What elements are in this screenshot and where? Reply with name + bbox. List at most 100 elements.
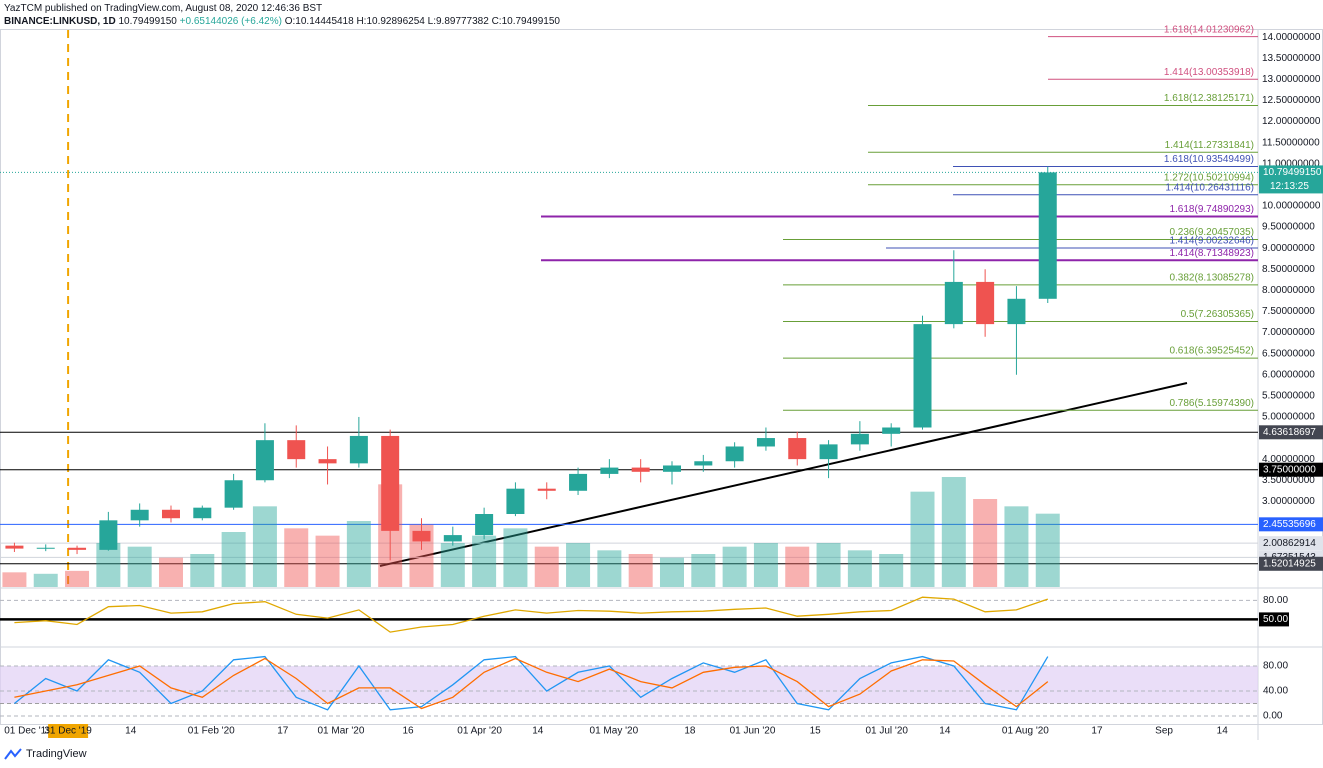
symbol-line: BINANCE:LINKUSD, 1D 10.79499150 +0.65144… (4, 15, 560, 28)
candle-body (850, 433, 869, 445)
candle-body (631, 467, 650, 472)
price-badge (1259, 517, 1323, 532)
candle-body (5, 545, 24, 549)
fib-label: 1.618(12.38125171) (1164, 93, 1254, 104)
candle-body (381, 435, 400, 531)
x-tick-label: 16 (403, 726, 415, 737)
candle-body (412, 530, 431, 542)
price-badge-label: 3.75000000 (1263, 464, 1316, 475)
last-price-badge (1259, 165, 1323, 194)
x-tick-label: 31 Dec '19 (44, 726, 92, 737)
volume-bar (190, 554, 215, 587)
x-tick-label: Sep (1155, 726, 1173, 737)
y-tick-label: 40.00 (1263, 686, 1288, 697)
volume-bar (816, 543, 841, 587)
x-tick-label: 01 Aug '20 (1002, 726, 1049, 737)
volume-bar (158, 557, 183, 587)
volume-bar (503, 528, 528, 587)
y-tick-label: 4.00000000 (1262, 454, 1315, 465)
candle-body (349, 435, 368, 464)
fib-label: 1.618(14.01230962) (1164, 24, 1254, 35)
y-tick-label: 5.00000000 (1262, 412, 1315, 423)
candle-body (506, 488, 525, 514)
candle-body (255, 440, 274, 481)
y-tick-label: 80.00 (1263, 595, 1288, 606)
fib-label: 1.414(9.00232646) (1169, 236, 1254, 247)
volume-bar (127, 546, 152, 587)
price-badge (1259, 536, 1323, 551)
candle-body (913, 324, 932, 428)
x-tick-label: 14 (532, 726, 544, 737)
fib-label: 0.382(8.13085278) (1169, 272, 1254, 283)
y-tick-label: 10.00000000 (1262, 201, 1321, 212)
fib-label: 1.414(8.71348923) (1169, 248, 1254, 259)
price-badge (1259, 556, 1323, 571)
candle-body (318, 459, 337, 464)
tick-badge (1259, 612, 1289, 627)
candle-body (475, 513, 494, 536)
y-tick-label: 80.00 (1263, 661, 1288, 672)
candle-body (662, 465, 681, 472)
y-tick-label: 3.50000000 (1262, 475, 1315, 486)
volume-bar (33, 573, 58, 587)
volume-bar (1004, 506, 1029, 587)
volume-bar (2, 572, 27, 587)
volume-bar (785, 546, 810, 587)
fib-label: 1.618(10.93549499) (1164, 154, 1254, 165)
volume-bar (346, 521, 371, 587)
volume-bar (628, 554, 653, 587)
candle-body (882, 427, 901, 434)
fib-label: 0.786(5.15974390) (1169, 398, 1254, 409)
trend-line (379, 382, 1188, 567)
indicator-line (14, 596, 1049, 633)
x-tick-label: 01 Jun '20 (730, 726, 776, 737)
volume-bar (722, 546, 747, 587)
x-tick-label: 17 (1091, 726, 1103, 737)
y-tick-label: 7.00000000 (1262, 327, 1315, 338)
indicator-line (14, 657, 1049, 710)
y-tick-label: 6.50000000 (1262, 348, 1315, 359)
volume-bar (973, 499, 998, 587)
y-tick-label: 9.50000000 (1262, 222, 1315, 233)
volume-bar (315, 535, 340, 587)
volume-bar (440, 543, 465, 587)
volume-bar (753, 543, 778, 587)
y-tick-label: 13.50000000 (1262, 53, 1321, 64)
x-tick-label: 01 Dec '19 (4, 726, 52, 737)
y-tick-label: 0.00 (1263, 711, 1283, 722)
y-tick-label: 9.00000000 (1262, 243, 1315, 254)
price-badge-label: 2.00862914 (1263, 538, 1316, 549)
volume-bar (472, 535, 497, 587)
candle-body (224, 480, 243, 508)
volume-bar (1035, 513, 1060, 587)
candle-body (443, 535, 462, 542)
x-tick-label: 01 Feb '20 (188, 726, 235, 737)
candle-body (68, 547, 87, 550)
candle-body (756, 438, 775, 447)
volume-bar (65, 570, 90, 587)
brand: TradingView (26, 748, 87, 760)
candle-body (819, 444, 838, 460)
date-badge (48, 724, 89, 738)
fib-label: 1.618(9.74890293) (1169, 204, 1254, 215)
change: +0.65144026 (+6.42%) (179, 16, 282, 27)
fib-label: 1.272(10.50210994) (1164, 172, 1254, 183)
logo (4, 748, 22, 760)
candle-body (99, 520, 118, 550)
candle-body (600, 467, 619, 474)
candle-body (161, 509, 180, 519)
volume-bar (284, 528, 309, 587)
volume-bar (534, 546, 559, 587)
y-tick-label: 50.00 (1263, 614, 1288, 625)
volume-bar (941, 477, 966, 587)
x-tick-label: 15 (810, 726, 822, 737)
fib-label: 1.414(11.27331841) (1165, 140, 1254, 151)
x-tick-label: 14 (939, 726, 951, 737)
last-price-label: 10.79499150 (1263, 167, 1322, 178)
indicator-line (13, 655, 1049, 711)
candle-body (193, 507, 212, 519)
y-tick-label: 8.50000000 (1262, 264, 1315, 275)
y-tick-label: 5.50000000 (1262, 390, 1315, 401)
volume-bar (691, 554, 716, 587)
